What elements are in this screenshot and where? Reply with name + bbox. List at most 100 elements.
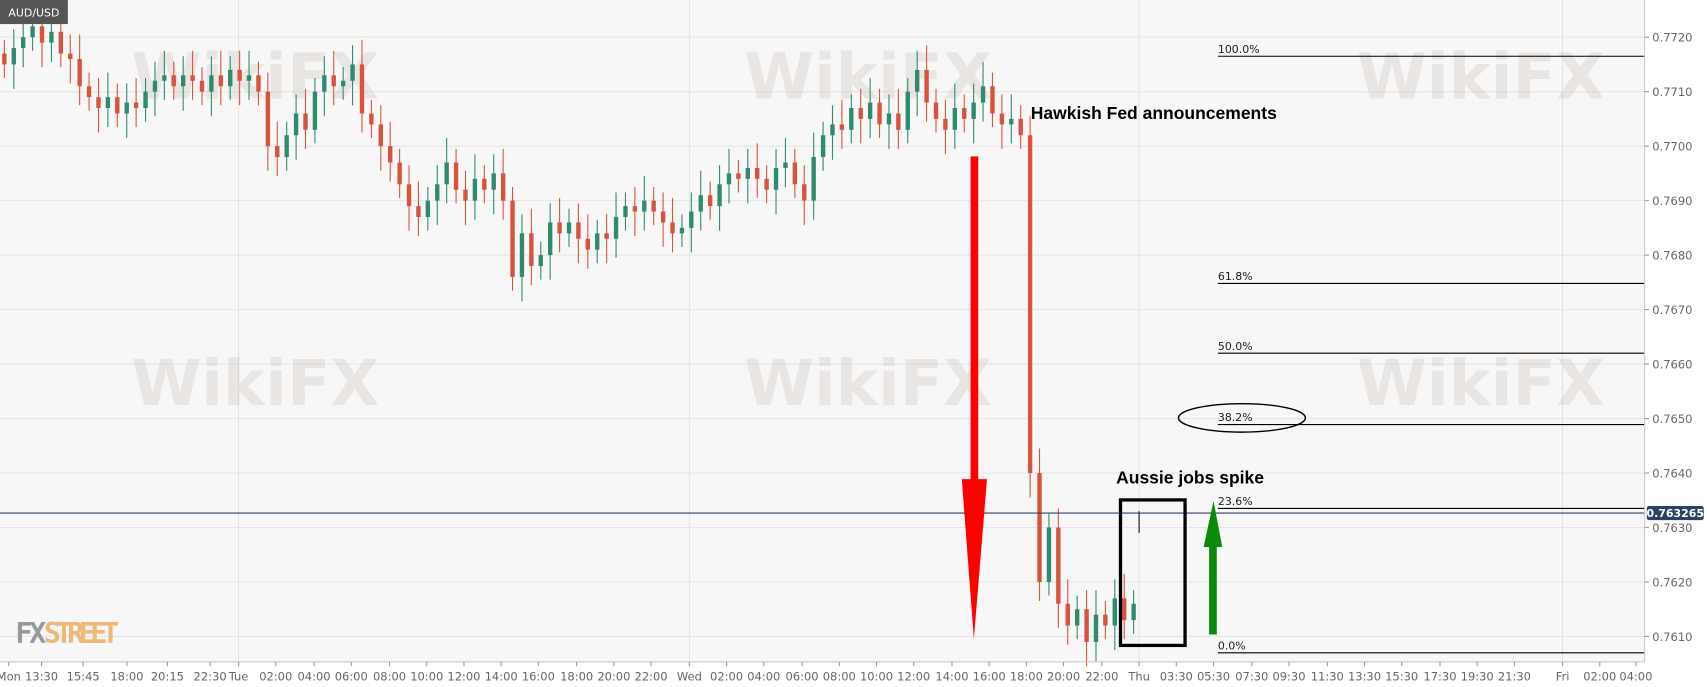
x-tick-label: 14:00 <box>485 669 518 683</box>
x-tick-label: 06:00 <box>335 669 368 683</box>
candle-body <box>736 173 741 179</box>
candle-body <box>284 135 289 158</box>
plot-background <box>0 0 1645 662</box>
x-tick-label: 20:00 <box>1047 669 1080 683</box>
watermark-wikifx: WikiFX <box>131 346 379 420</box>
x-tick-label: 10:00 <box>410 669 443 683</box>
x-tick-label: 11:30 <box>1311 669 1344 683</box>
candle-body <box>21 37 26 49</box>
candle-body <box>303 113 308 130</box>
watermark-wikifx: WikiFX <box>1357 346 1605 420</box>
fib-label: 50.0% <box>1218 340 1253 353</box>
candle-body <box>971 102 976 119</box>
candle-body <box>717 184 722 207</box>
x-tick-label: 20:15 <box>151 669 184 683</box>
candle-body <box>792 162 798 185</box>
candle-body <box>1074 609 1080 626</box>
x-tick-label: Mon <box>0 669 21 683</box>
y-tick-label: 0.7680 <box>1652 248 1692 262</box>
candle-body <box>1056 527 1061 604</box>
candle-body <box>802 184 807 201</box>
candle-body <box>660 211 666 223</box>
x-tick-label: 18:00 <box>1010 669 1043 683</box>
x-tick-label: 22:30 <box>194 669 227 683</box>
candle-body <box>30 26 35 38</box>
candle-body <box>877 102 882 125</box>
candle-body <box>707 195 713 207</box>
fib-label: 23.6% <box>1218 495 1253 508</box>
candle-body <box>86 86 92 98</box>
x-tick-label: 13:30 <box>25 669 58 683</box>
red-down-arrow <box>961 156 987 639</box>
x-tick-label: 07:30 <box>1235 669 1268 683</box>
x-tick-label: 16:00 <box>522 669 555 683</box>
candle-body <box>924 69 929 103</box>
x-tick-label: 04:00 <box>298 669 331 683</box>
candle-body <box>1027 135 1033 474</box>
candle-body <box>604 233 609 239</box>
candle-body <box>58 31 64 54</box>
candle-body <box>905 91 910 130</box>
candle-body <box>839 124 845 130</box>
candles <box>2 7 1140 667</box>
candle-body <box>331 75 336 87</box>
arrow-shaft <box>970 156 979 485</box>
candle-body <box>256 75 261 92</box>
candle-body <box>237 69 242 81</box>
candle-body <box>115 97 120 114</box>
candle-body <box>698 195 703 212</box>
x-tick-label: 02:00 <box>1583 669 1616 683</box>
x-tick-label: 19:30 <box>1461 669 1494 683</box>
candle-body <box>171 75 176 87</box>
fibonacci-levels: 100.0% 61.8% 50.0% 38.2% 23.6% 0.0% <box>1217 43 1645 654</box>
candle-body <box>500 173 506 201</box>
candle-body <box>265 91 271 147</box>
x-tick-label: 10:00 <box>860 669 893 683</box>
x-tick-label: 18:00 <box>560 669 593 683</box>
x-tick-label: 08:00 <box>373 669 406 683</box>
candle-body <box>896 113 901 130</box>
candle-body <box>435 184 440 201</box>
y-tick-label: 0.7650 <box>1652 412 1692 426</box>
watermark-layer: WikiFX WikiFX WikiFX WikiFX WikiFX WikiF… <box>131 39 1604 419</box>
candle-body <box>322 75 327 92</box>
fib-38-circle <box>1177 402 1307 433</box>
x-tick-label: 20:00 <box>597 669 630 683</box>
candle-body <box>369 113 374 125</box>
logo-street: STREET <box>44 617 118 650</box>
candle-body <box>679 227 685 234</box>
candle-body <box>312 91 318 130</box>
candle-body <box>745 167 750 179</box>
candle-body <box>491 173 496 190</box>
fxstreet-logo: FX STREET <box>15 617 123 650</box>
candle-body <box>11 48 16 65</box>
x-tick-label: 09:30 <box>1272 669 1305 683</box>
candle-body <box>143 91 148 109</box>
watermark-wikifx: WikiFX <box>744 346 992 420</box>
candle-body <box>538 255 543 267</box>
candle-body <box>406 184 412 207</box>
arrow-shaft <box>1209 542 1217 635</box>
candle-body <box>613 216 619 239</box>
x-tick-label: 03:30 <box>1160 669 1193 683</box>
candle-body <box>1131 603 1136 621</box>
candle-body <box>990 86 995 114</box>
watermark-wikifx: WikiFX <box>131 39 379 113</box>
y-axis: 0.7720 0.7710 0.7700 0.7690 0.7680 0.7670 0.76… <box>1644 31 1692 644</box>
fib-label: 38.2% <box>1218 411 1253 424</box>
candle-body <box>914 69 920 92</box>
candle-body <box>425 200 431 217</box>
x-tick-label: 22:00 <box>1085 669 1118 683</box>
arrow-head <box>961 479 987 639</box>
candle-body <box>463 189 468 201</box>
candle-body <box>180 75 186 87</box>
x-tick-label: 02:00 <box>259 669 292 683</box>
candle-body <box>858 108 863 119</box>
x-tick-label: 18:00 <box>110 669 143 683</box>
candle-body <box>378 124 383 147</box>
watermark-wikifx: WikiFX <box>1357 39 1605 113</box>
candle-body <box>886 113 892 125</box>
candle-body <box>340 80 346 87</box>
x-tick-label: Tue <box>228 669 249 683</box>
candle-body <box>1112 598 1117 626</box>
